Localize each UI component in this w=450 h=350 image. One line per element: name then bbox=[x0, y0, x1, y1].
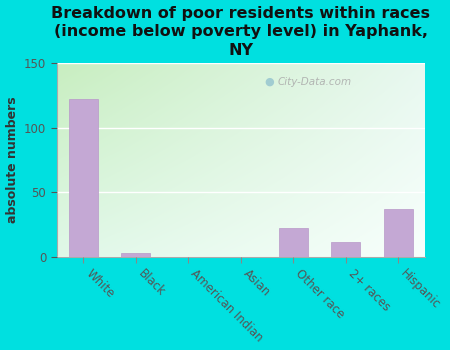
Bar bbox=[68, 99, 98, 257]
Text: ●: ● bbox=[265, 77, 274, 87]
Title: Breakdown of poor residents within races
(income below poverty level) in Yaphank: Breakdown of poor residents within races… bbox=[51, 6, 430, 58]
Text: City-Data.com: City-Data.com bbox=[278, 77, 351, 87]
Bar bbox=[384, 209, 413, 257]
Bar bbox=[331, 243, 360, 257]
Bar bbox=[279, 228, 308, 257]
Bar bbox=[121, 253, 150, 257]
Y-axis label: absolute numbers: absolute numbers bbox=[5, 97, 18, 223]
